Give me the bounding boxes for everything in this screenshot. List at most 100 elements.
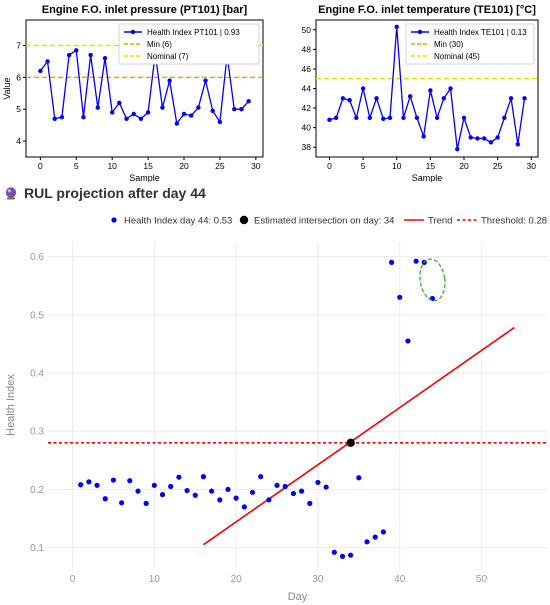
data-point (515, 142, 521, 147)
data-point (246, 99, 251, 104)
health-index-point (110, 477, 117, 483)
data-point (394, 24, 399, 30)
health-index-point (274, 482, 280, 488)
data-point (117, 100, 122, 106)
health-index-point (168, 483, 174, 490)
legend-label: Nominal (45) (434, 52, 480, 61)
legend-label: Nominal (7) (147, 52, 189, 61)
chart-title: Engine F.O. inlet pressure (PT101) [bar] (42, 4, 248, 16)
health-index-point (86, 479, 92, 485)
data-point (387, 115, 393, 121)
health-index-point (356, 475, 362, 481)
x-tick-label: 15 (426, 161, 436, 171)
data-point (340, 96, 346, 101)
data-point (327, 117, 332, 123)
data-point (45, 59, 50, 64)
rul-chart: 0 10 20 30 40 50 0.1 0.2 0.3 0.4 0.5 0.6 Day Health I… (5, 215, 547, 604)
data-point (407, 94, 413, 99)
health-index-point (364, 539, 370, 545)
data-point (81, 114, 86, 120)
y-tick-label: 0.2 (30, 485, 44, 496)
data-point (145, 110, 151, 115)
health-index-point (102, 496, 108, 502)
data-point (88, 52, 93, 58)
health-index-point (388, 259, 395, 265)
health-index-point (233, 495, 239, 501)
health-index-point (323, 484, 329, 490)
health-index-point (159, 492, 166, 498)
x-tick-label: 5 (74, 161, 79, 171)
x-tick-label: 30 (527, 161, 537, 171)
legend-marker (417, 29, 423, 35)
data-point (124, 116, 129, 121)
data-point (59, 114, 65, 120)
y-axis-label: Health Index (5, 374, 17, 436)
x-axis-label: Day (288, 591, 308, 603)
data-point (74, 48, 79, 53)
health-index-point (331, 549, 337, 555)
x-tick-label: 10 (149, 574, 161, 585)
health-index-point (184, 487, 190, 494)
y-tick-label: 38 (302, 142, 312, 152)
data-point (448, 86, 453, 91)
y-tick-label: 42 (302, 103, 312, 113)
data-point (38, 68, 43, 74)
health-index-point (405, 338, 411, 344)
health-index-point (94, 482, 100, 488)
x-tick-label: 50 (476, 574, 488, 585)
health-index-point (143, 500, 149, 506)
y-tick-label: 40 (302, 123, 312, 133)
x-tick-label: 25 (215, 161, 225, 171)
data-point (495, 135, 500, 140)
legend-label: Health Index day 44: 0.53 (124, 216, 232, 227)
legend-marker (130, 29, 136, 35)
data-point (196, 105, 201, 110)
health-index-point (135, 488, 141, 494)
data-point (488, 140, 494, 145)
health-index-point (225, 486, 231, 493)
intersection-point (346, 438, 355, 448)
rul-section-header: RUL projection after day 44 (4, 185, 206, 201)
y-tick-label: 6 (16, 72, 21, 82)
x-tick-label: 10 (392, 161, 402, 171)
data-point (522, 96, 527, 101)
data-point (66, 52, 72, 58)
health-index-point (119, 500, 125, 506)
data-point (354, 115, 359, 121)
data-point (441, 96, 447, 101)
health-index-point (348, 552, 354, 558)
health-index-point (249, 489, 256, 495)
data-point (138, 116, 144, 121)
data-point (502, 115, 507, 121)
health-index-point (290, 490, 297, 497)
health-index-point (266, 497, 272, 503)
data-point (188, 113, 194, 118)
data-point (239, 107, 244, 112)
legend-marker (239, 215, 249, 225)
x-tick-label: 20 (459, 161, 469, 171)
legend-box (405, 23, 535, 65)
x-tick-label: 10 (107, 161, 117, 171)
health-index-point (151, 482, 157, 488)
x-tick-label: 15 (143, 161, 153, 171)
legend-label: Estimated intersection on day: 34 (254, 216, 394, 227)
y-tick-label: 48 (302, 44, 312, 54)
plot-area (316, 24, 538, 152)
y-tick-label: 7 (16, 40, 21, 50)
data-point (367, 115, 373, 121)
health-index-point (78, 482, 84, 488)
data-point (381, 116, 386, 122)
data-point (401, 115, 406, 121)
highlight-ellipse (419, 258, 446, 302)
health-index-point (282, 483, 288, 490)
y-axis-label: Value (2, 77, 12, 99)
y-tick-label: 46 (302, 64, 312, 74)
data-point (374, 96, 379, 101)
data-point (508, 96, 514, 101)
y-tick-label: 44 (302, 84, 312, 94)
data-point (421, 134, 426, 139)
health-index-point (307, 500, 313, 506)
pressure-chart: Engine F.O. inlet pressure (PT101) [bar]… (2, 4, 264, 182)
y-tick-label: 50 (302, 25, 312, 35)
health-index-point (413, 258, 419, 264)
